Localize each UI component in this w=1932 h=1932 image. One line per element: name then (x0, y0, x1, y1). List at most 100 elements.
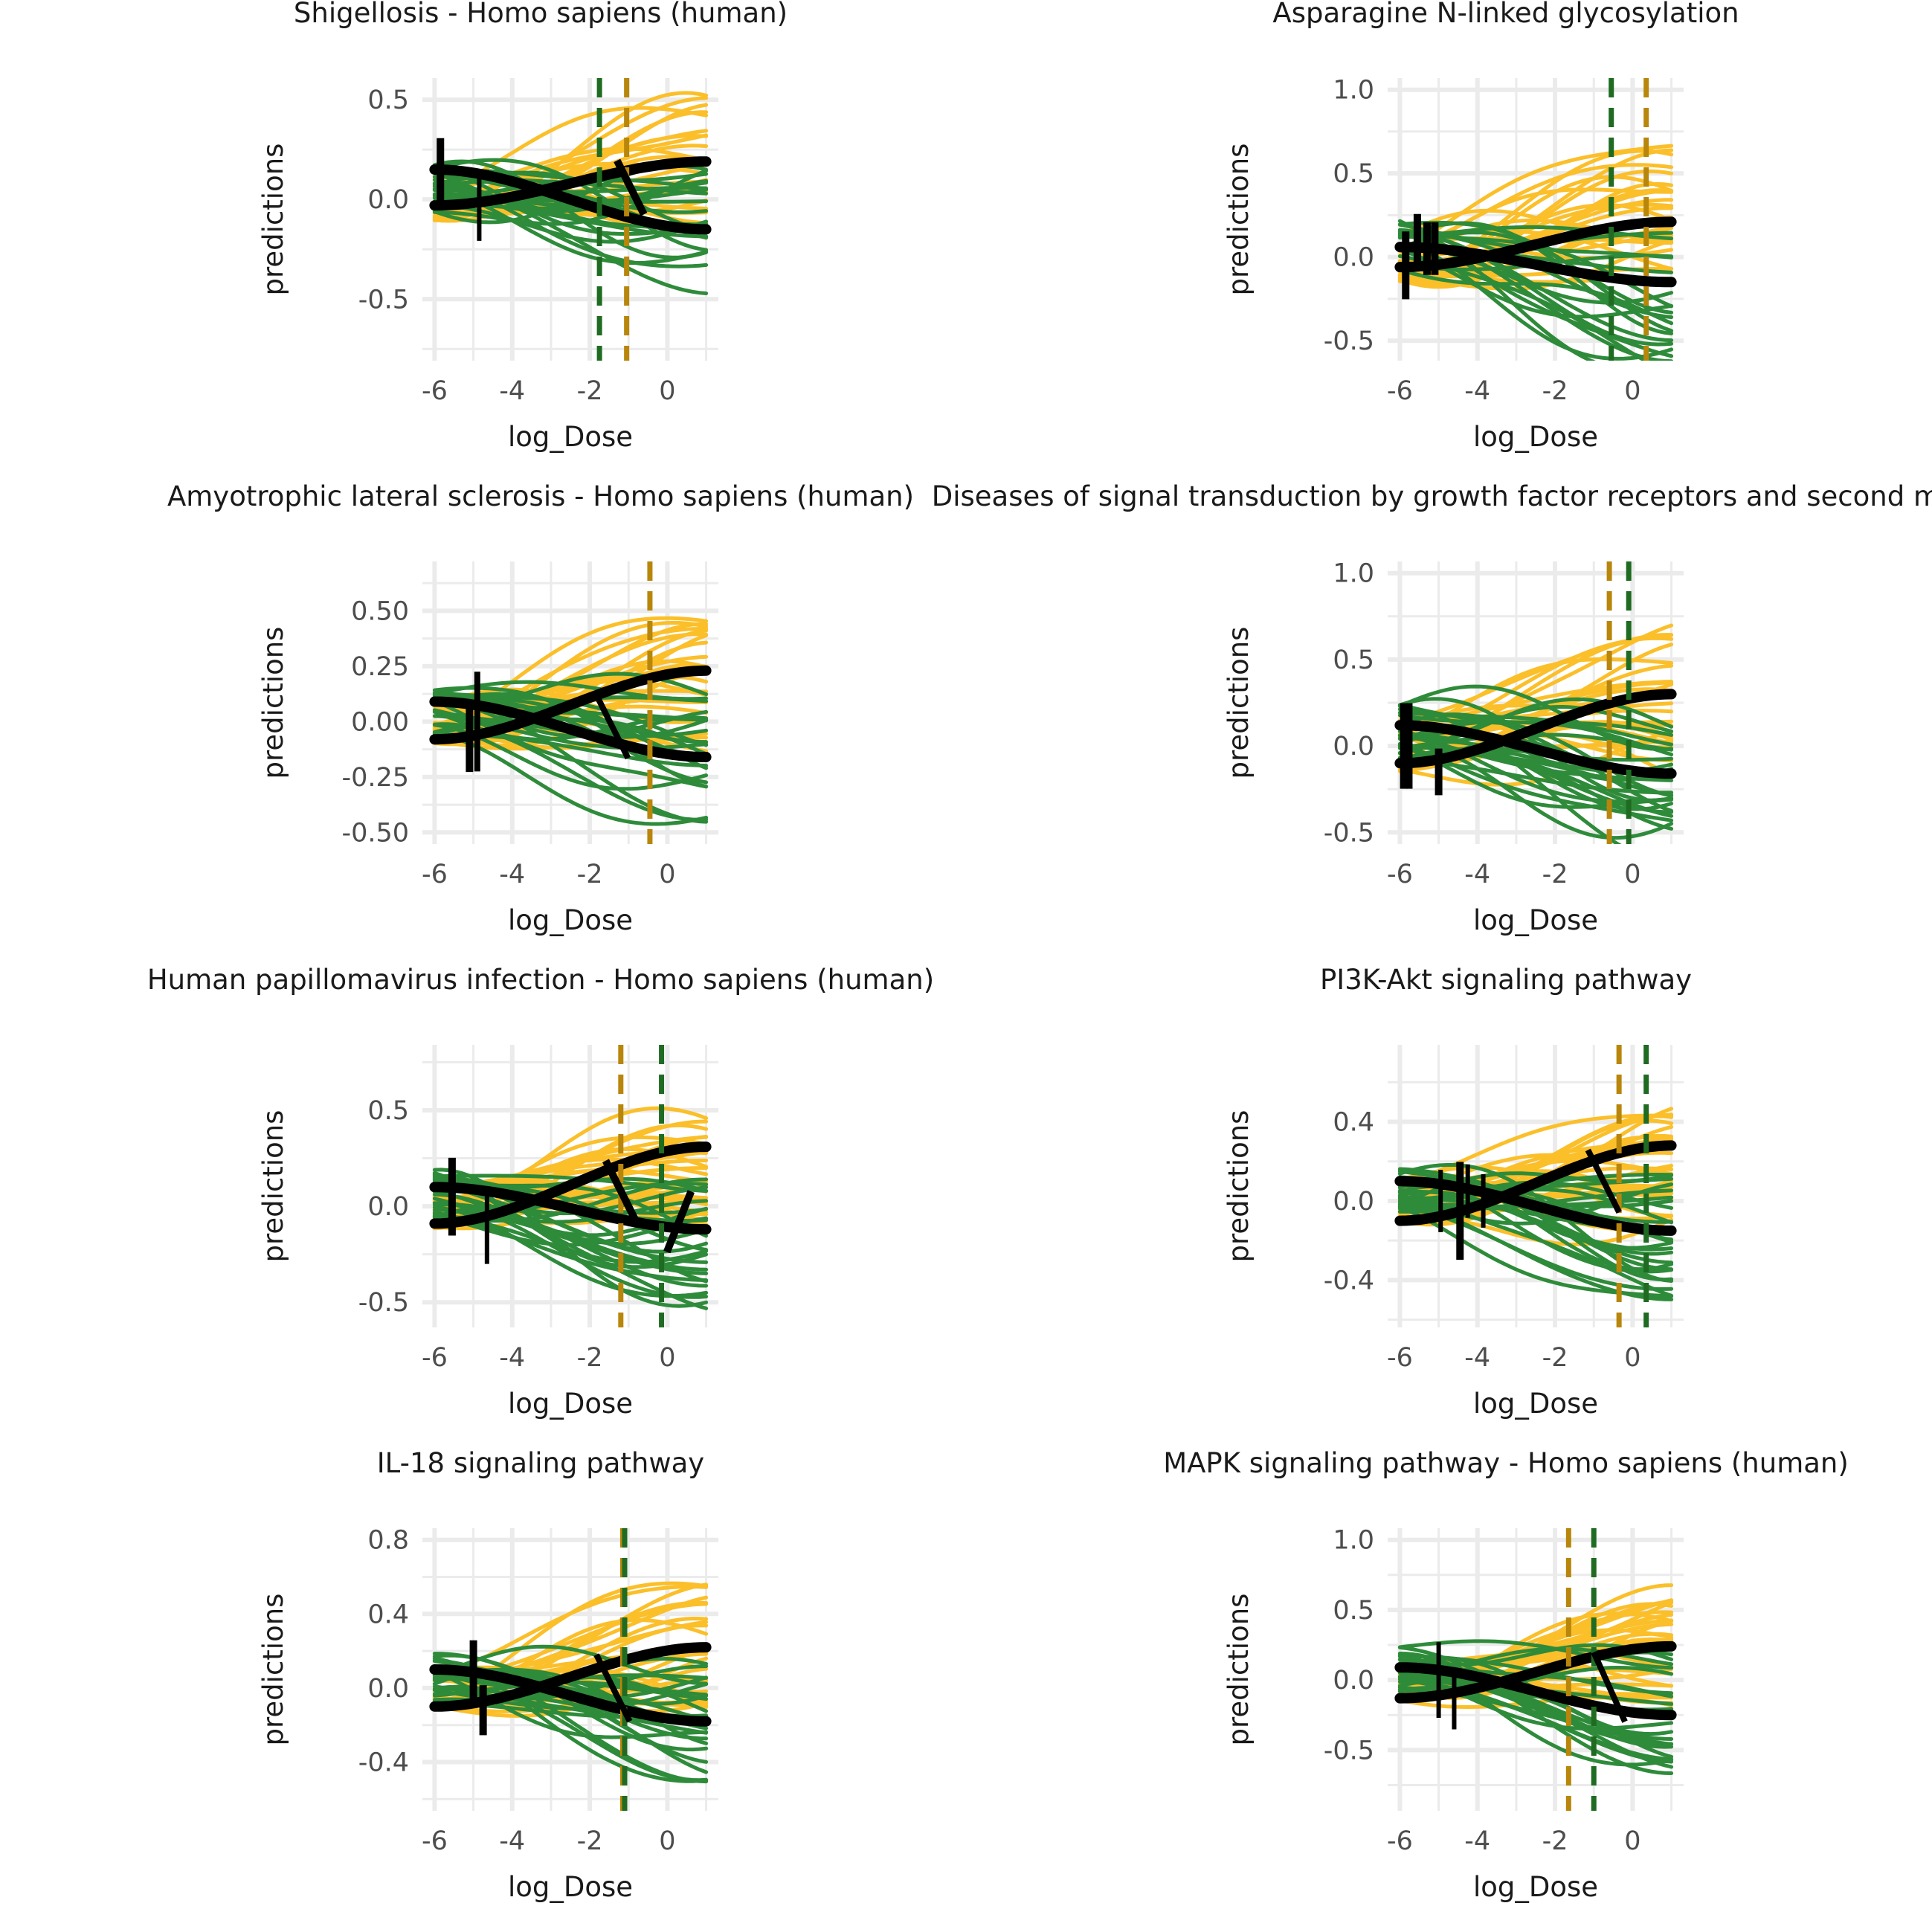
yellow-curve (1397, 1165, 1674, 1218)
green-curve (1397, 1652, 1674, 1775)
x-axis-label: log_Dose (1473, 904, 1598, 936)
y-tick-label: -0.50 (341, 818, 409, 848)
y-axis-label: predictions (257, 1594, 289, 1746)
yellow-curve (1397, 1112, 1674, 1194)
y-tick-label: 0.0 (1333, 1666, 1374, 1696)
y-axis-label: predictions (1223, 1110, 1255, 1263)
green-curve (432, 1173, 709, 1194)
y-tick-label: -0.5 (1324, 1736, 1374, 1765)
x-tick-label: -6 (1387, 376, 1413, 406)
panel-1: Shigellosis - Homo sapiens (human) -6 -4 -2… (257, 0, 788, 453)
y-tick-label: 1.0 (1333, 1526, 1374, 1556)
x-tick-label: 0 (1624, 860, 1640, 889)
y-axis-label: predictions (1223, 144, 1255, 296)
x-tick-label: -4 (1464, 376, 1490, 406)
y-tick-label: -0.5 (358, 1288, 409, 1318)
green-curve (1397, 1680, 1674, 1762)
bracket-mark (614, 158, 648, 216)
y-tick-label: 0.5 (1333, 1596, 1374, 1626)
yellow-curve (1397, 633, 1674, 723)
x-tick-label: 0 (659, 860, 675, 889)
panel-7: IL-18 signaling pathway -6 -4 -2 0 -0.4 0.0 0.4… (257, 1447, 718, 1903)
y-tick-label: -0.25 (341, 763, 409, 793)
y-tick-label: -0.4 (358, 1748, 409, 1778)
y-tick-label: 0.25 (351, 652, 409, 682)
x-tick-label: -4 (499, 376, 525, 406)
panel-title: Shigellosis - Homo sapiens (human) (294, 0, 788, 29)
x-axis-label: log_Dose (1473, 1871, 1598, 1903)
x-tick-label: -2 (1542, 1826, 1568, 1856)
y-tick-label: 0.0 (367, 185, 409, 215)
x-tick-label: -6 (422, 376, 448, 406)
panel-title: IL-18 signaling pathway (377, 1447, 704, 1479)
y-axis-label: predictions (1223, 627, 1255, 779)
x-tick-label: -2 (577, 860, 603, 889)
y-tick-label: 0.0 (1333, 1187, 1374, 1217)
x-axis-label: log_Dose (508, 1871, 633, 1903)
panel-6: PI3K-Akt signaling pathway -6 -4 -2 0 -0.4 0.0… (1223, 964, 1692, 1420)
green-curve (432, 1653, 709, 1752)
y-axis-label: predictions (1223, 1594, 1255, 1746)
x-tick-label: -4 (499, 860, 525, 889)
y-tick-label: -0.5 (1324, 326, 1374, 356)
x-tick-label: -2 (1542, 860, 1568, 889)
x-axis-label: log_Dose (508, 1388, 633, 1420)
y-tick-label: 0.5 (367, 86, 409, 115)
y-tick-label: 0.4 (1333, 1108, 1374, 1138)
y-tick-label: 1.0 (1333, 559, 1374, 589)
x-tick-label: -6 (1387, 1343, 1413, 1373)
y-tick-label: 0.50 (351, 596, 409, 626)
bracket-mark (593, 1653, 633, 1723)
x-tick-label: -4 (499, 1343, 525, 1373)
fit-curve (429, 1664, 712, 1727)
x-axis-label: log_Dose (1473, 421, 1598, 453)
x-tick-label: 0 (1624, 376, 1640, 406)
x-axis-label: log_Dose (508, 421, 633, 453)
series-curves (1394, 1107, 1677, 1301)
series-curves (429, 91, 712, 295)
fit-curve (1394, 1662, 1677, 1721)
fit-curve (1394, 216, 1677, 273)
green-curve (1397, 1205, 1674, 1298)
fit-curve (1394, 1140, 1677, 1226)
y-tick-label: -0.5 (358, 285, 409, 315)
x-tick-label: -2 (1542, 1343, 1568, 1373)
x-tick-label: -6 (422, 860, 448, 889)
x-tick-label: 0 (659, 376, 675, 406)
panel-3: Amyotrophic lateral sclerosis - Homo sap… (167, 480, 914, 936)
green-curve (1397, 1665, 1674, 1687)
panel-title: Human papillomavirus infection - Homo sa… (147, 964, 934, 996)
series-curves (1394, 144, 1677, 361)
green-curve (1397, 759, 1674, 795)
bracket-mark (663, 1190, 695, 1254)
y-tick-label: 0.0 (1333, 243, 1374, 273)
x-tick-label: -4 (499, 1826, 525, 1856)
fit-curve (429, 164, 712, 235)
y-tick-label: 0.5 (1333, 159, 1374, 189)
x-tick-label: -4 (1464, 860, 1490, 889)
x-tick-label: -2 (577, 1826, 603, 1856)
y-tick-label: 0.0 (1333, 732, 1374, 761)
y-tick-label: -0.4 (1324, 1266, 1374, 1295)
bracket-mark (1591, 1651, 1628, 1723)
green-curve (1397, 1639, 1674, 1670)
y-tick-label: 0.0 (367, 1192, 409, 1222)
x-tick-label: -4 (1464, 1343, 1490, 1373)
y-tick-label: 0.5 (1333, 645, 1374, 675)
x-tick-label: 0 (1624, 1826, 1640, 1856)
x-tick-label: 0 (1624, 1343, 1640, 1373)
y-tick-label: -0.5 (1324, 818, 1374, 848)
fit-curve (1394, 242, 1677, 288)
y-tick-label: 0.5 (367, 1096, 409, 1126)
bracket-mark (602, 1159, 640, 1223)
green-curve (432, 1168, 709, 1308)
green-curve (1397, 713, 1674, 757)
panel-title: PI3K-Akt signaling pathway (1320, 964, 1692, 996)
x-axis-label: log_Dose (1473, 1388, 1598, 1420)
x-tick-label: -6 (422, 1826, 448, 1856)
x-tick-label: -6 (422, 1343, 448, 1373)
x-tick-label: -2 (577, 1343, 603, 1373)
y-tick-label: 0.00 (351, 707, 409, 737)
x-tick-label: 0 (659, 1343, 675, 1373)
